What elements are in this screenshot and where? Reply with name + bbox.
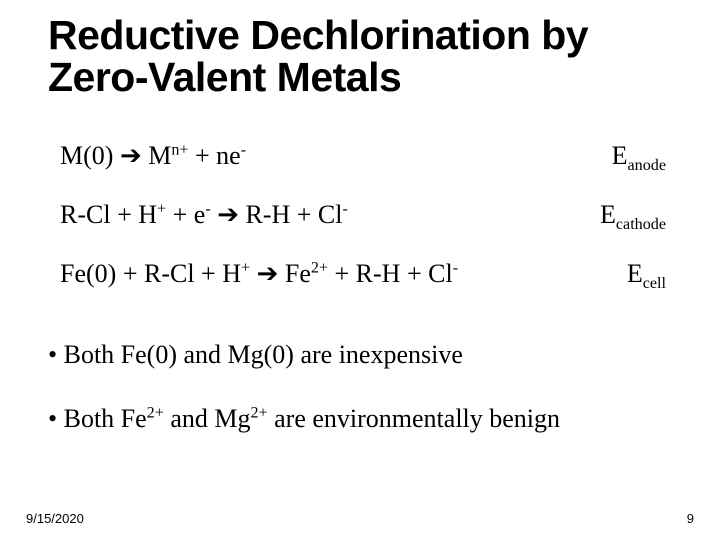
bullet-line: • Both Fe2+ and Mg2+ are environmentally… — [48, 404, 680, 434]
footer-page-number: 9 — [687, 511, 694, 526]
bullet-line: • Both Fe(0) and Mg(0) are inexpensive — [48, 340, 680, 370]
equation-rhs: Ecell — [627, 259, 680, 289]
equation-lhs: M(0) ➔ Mn+ + ne- — [60, 140, 246, 171]
bullet-block: • Both Fe(0) and Mg(0) are inexpensive •… — [48, 340, 680, 468]
equations-block: M(0) ➔ Mn+ + ne- Eanode R-Cl + H+ + e- ➔… — [60, 140, 680, 317]
equation-rhs: Eanode — [612, 141, 680, 171]
slide-title: Reductive Dechlorination by Zero-Valent … — [48, 14, 690, 98]
footer-date: 9/15/2020 — [26, 511, 84, 526]
equation-rhs: Ecathode — [600, 200, 680, 230]
equation-row: R-Cl + H+ + e- ➔ R-H + Cl- Ecathode — [60, 199, 680, 230]
equation-row: Fe(0) + R-Cl + H+ ➔ Fe2+ + R-H + Cl- Ece… — [60, 258, 680, 289]
equation-lhs: R-Cl + H+ + e- ➔ R-H + Cl- — [60, 199, 348, 230]
equation-row: M(0) ➔ Mn+ + ne- Eanode — [60, 140, 680, 171]
equation-lhs: Fe(0) + R-Cl + H+ ➔ Fe2+ + R-H + Cl- — [60, 258, 458, 289]
